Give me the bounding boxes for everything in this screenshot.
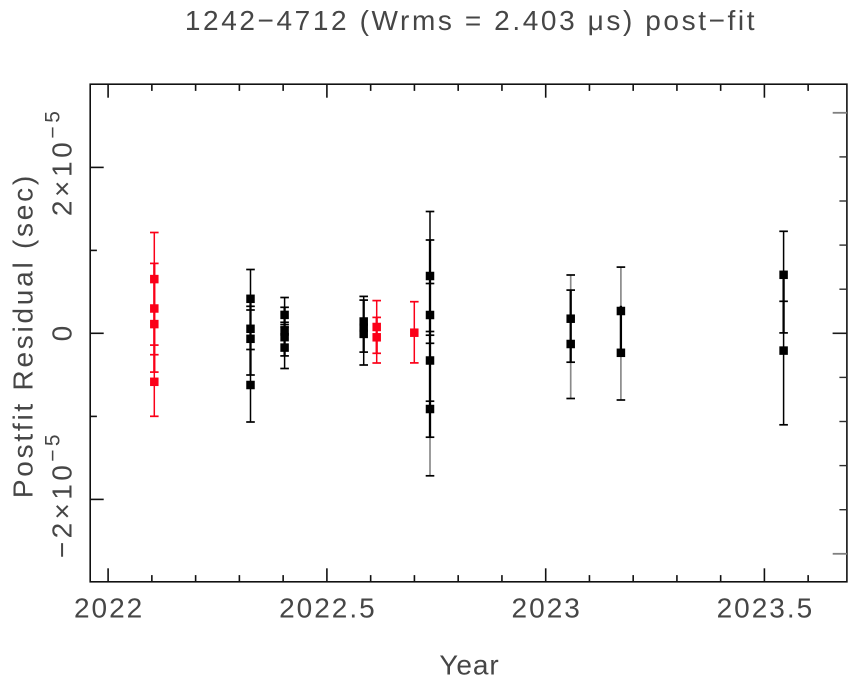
- svg-text:Postfit Residual (sec): Postfit Residual (sec): [8, 173, 39, 498]
- svg-text:2023.5: 2023.5: [717, 592, 815, 623]
- svg-text:−2×10−5: −2×10−5: [42, 431, 78, 558]
- svg-text:2023: 2023: [512, 592, 582, 623]
- svg-text:0: 0: [47, 326, 78, 342]
- svg-text:1242−4712 (Wrms = 2.403 μs) po: 1242−4712 (Wrms = 2.403 μs) post−fit: [185, 5, 757, 36]
- svg-text:2022.5: 2022.5: [279, 592, 377, 623]
- svg-text:Year: Year: [439, 650, 499, 681]
- svg-text:2022: 2022: [74, 592, 144, 623]
